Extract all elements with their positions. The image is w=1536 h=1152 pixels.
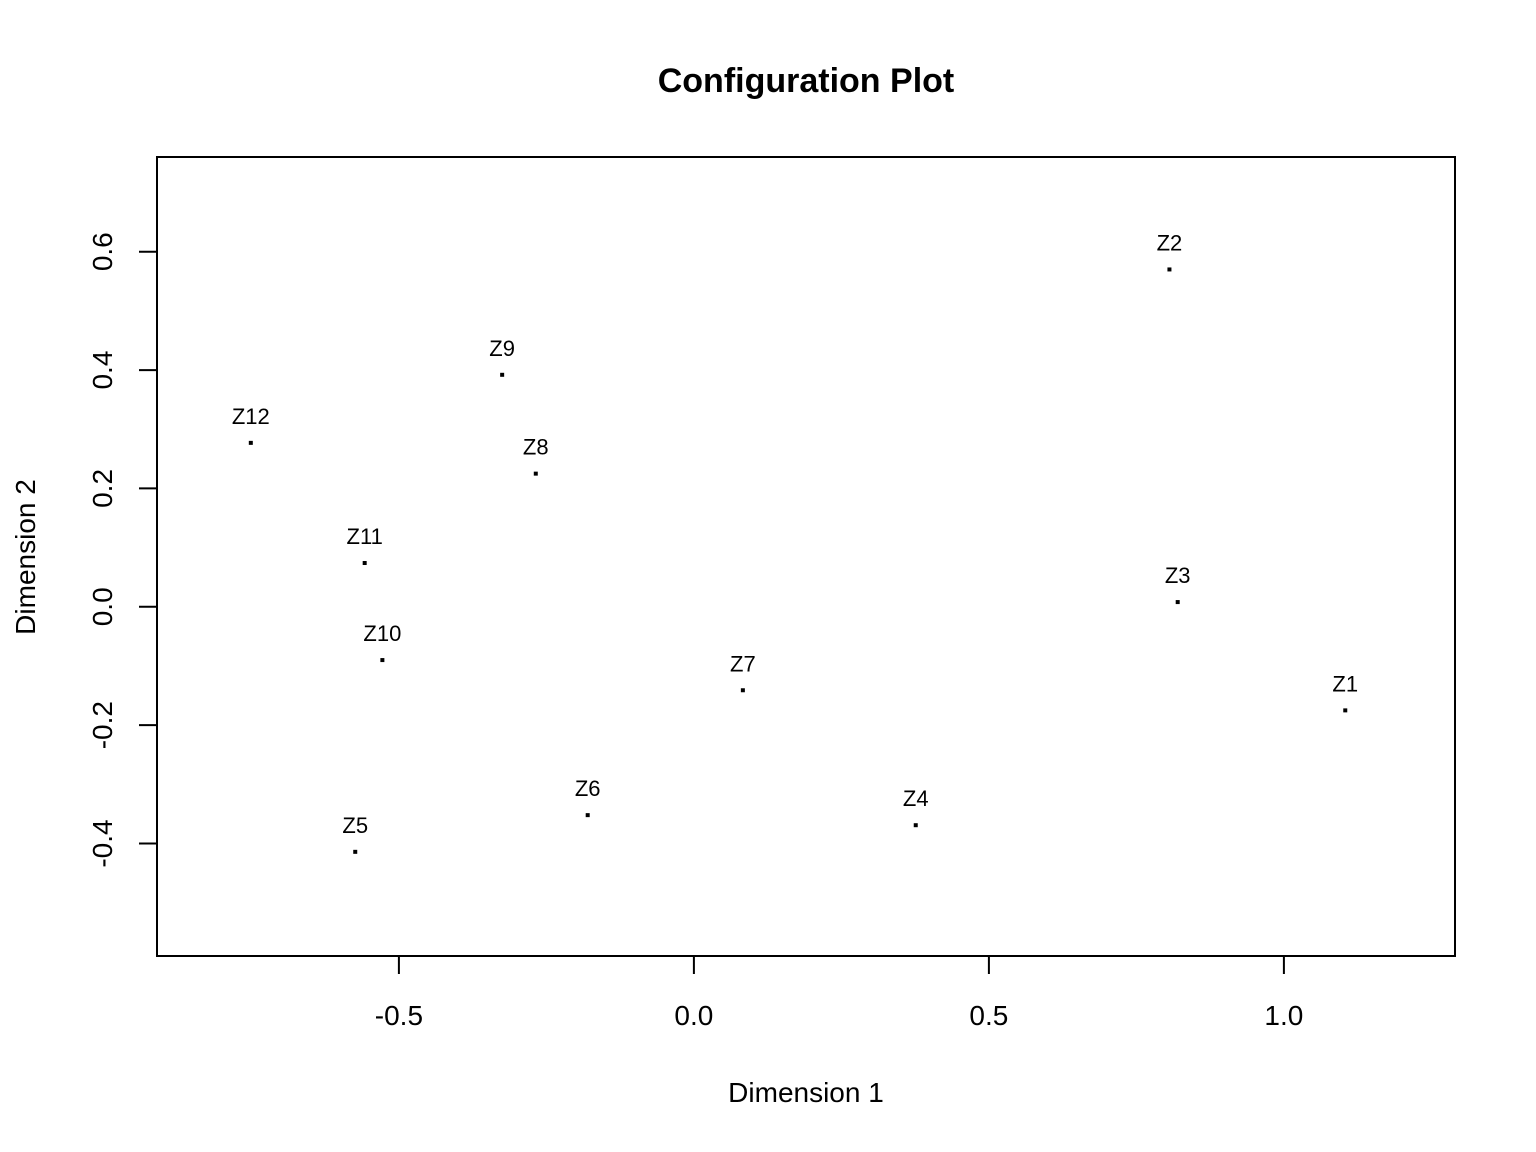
y-tick-label: 0.6 [87, 232, 118, 271]
point-label-z4: Z4 [903, 786, 929, 811]
plot-frame [156, 156, 1456, 957]
point-label-z9: Z9 [489, 336, 515, 361]
x-tick-label: 0.5 [969, 1000, 1008, 1031]
point-label-z1: Z1 [1332, 671, 1358, 696]
data-point-z6 [585, 813, 590, 818]
chart-title: Configuration Plot [658, 62, 955, 100]
data-point-z2 [1167, 267, 1172, 272]
data-points: Z1 Z2 Z3 Z4 Z5 Z6 Z7 Z8 Z9 Z10 Z11 Z12 [232, 230, 1358, 854]
data-point-z7 [740, 688, 745, 693]
data-point-z3 [1175, 600, 1180, 605]
x-axis: -0.5 0.0 0.5 1.0 [375, 956, 1303, 1031]
data-point-z8 [533, 471, 538, 476]
y-tick-label: -0.4 [87, 819, 118, 867]
data-point-z1 [1343, 708, 1348, 713]
y-tick-label: 0.0 [87, 587, 118, 626]
y-tick-label: 0.4 [87, 351, 118, 390]
point-label-z6: Z6 [575, 776, 601, 801]
data-point-z4 [913, 823, 918, 828]
y-axis-label: Dimension 2 [10, 479, 41, 635]
y-tick-label: -0.2 [87, 701, 118, 749]
point-label-z7: Z7 [730, 651, 756, 676]
data-point-z10 [380, 658, 385, 663]
data-point-z9 [500, 372, 505, 377]
point-label-z8: Z8 [523, 435, 549, 460]
x-axis-label: Dimension 1 [728, 1077, 884, 1108]
y-axis: -0.4 -0.2 0.0 0.2 0.4 0.6 [87, 232, 157, 868]
x-tick-label: 0.0 [674, 1000, 713, 1031]
point-label-z12: Z12 [232, 404, 270, 429]
data-point-z5 [353, 849, 358, 854]
x-tick-label: -0.5 [375, 1000, 423, 1031]
point-label-z11: Z11 [347, 524, 383, 549]
point-label-z3: Z3 [1165, 563, 1191, 588]
data-point-z12 [248, 440, 253, 445]
point-label-z2: Z2 [1157, 230, 1183, 255]
x-tick-label: 1.0 [1264, 1000, 1303, 1031]
y-tick-label: 0.2 [87, 469, 118, 508]
point-label-z5: Z5 [342, 813, 368, 838]
point-label-z10: Z10 [363, 621, 401, 646]
data-point-z11 [362, 561, 367, 566]
